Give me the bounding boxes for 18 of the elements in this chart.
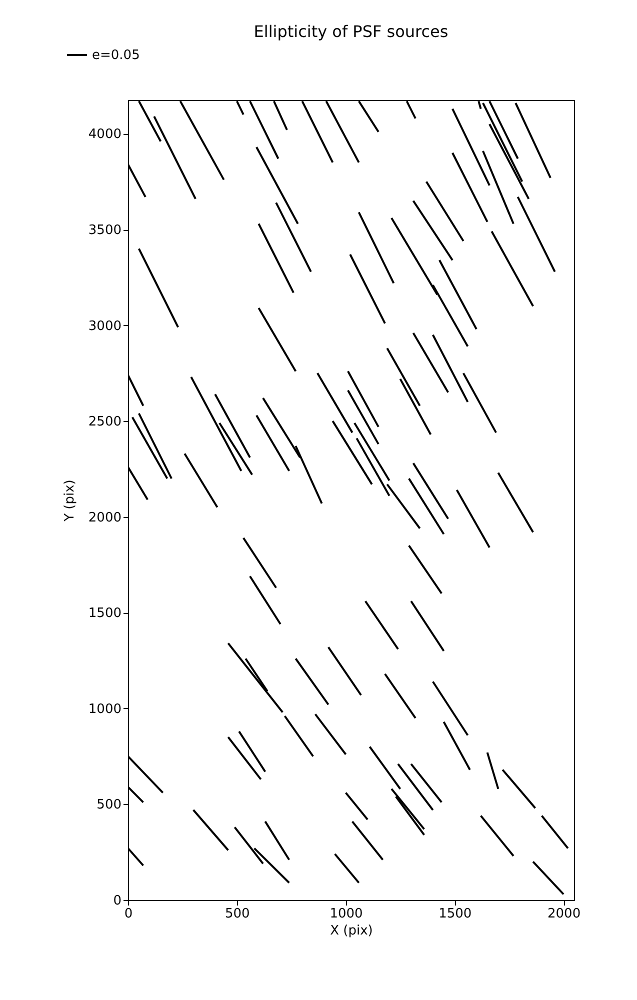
y-tick-label: 3000 xyxy=(88,318,122,334)
chart-title: Ellipticity of PSF sources xyxy=(254,22,448,41)
y-tick-label: 0 xyxy=(113,894,122,908)
x-axis-title: X (pix) xyxy=(330,924,373,938)
legend-label: e=0.05 xyxy=(92,48,140,63)
y-tick-label: 2000 xyxy=(88,510,122,526)
y-tick-label: 2500 xyxy=(88,414,122,430)
x-tick-label: 0 xyxy=(124,906,133,922)
y-tick-label: 1500 xyxy=(88,606,122,622)
y-tick-label: 500 xyxy=(96,798,122,813)
y-axis-title: Y (pix) xyxy=(62,480,78,522)
y-tick-label: 4000 xyxy=(88,127,122,142)
y-tick-label: 3500 xyxy=(88,223,122,238)
y-tick-label: 1000 xyxy=(88,702,122,717)
x-tick-label: 1000 xyxy=(330,906,363,922)
x-tick-label: 500 xyxy=(224,906,250,922)
x-tick-label: 2000 xyxy=(548,906,581,922)
x-tick-label: 1500 xyxy=(438,906,472,922)
